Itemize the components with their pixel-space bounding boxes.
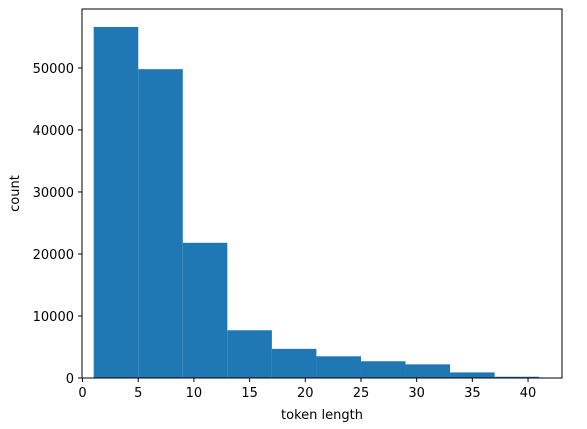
- y-tick-label: 20000: [33, 248, 74, 263]
- y-tick-label: 50000: [33, 62, 74, 77]
- histogram-bar-8: [450, 372, 495, 378]
- x-tick-label: 35: [464, 386, 481, 401]
- x-tick-label: 25: [353, 386, 370, 401]
- x-tick-label: 30: [408, 386, 425, 401]
- y-tick-label: 30000: [33, 186, 74, 201]
- y-tick-label: 10000: [33, 310, 74, 325]
- histogram-bar-5: [316, 356, 361, 378]
- x-axis-label: token length: [281, 408, 363, 423]
- x-tick-label: 10: [186, 386, 203, 401]
- plot-frame: [81, 8, 563, 379]
- histogram-bar-1: [138, 69, 183, 378]
- x-axis-ticks: 0 5 10 15 20 25 30 35 40: [78, 378, 536, 401]
- histogram-bar-0: [93, 26, 139, 379]
- x-tick-label: 15: [241, 386, 258, 401]
- histogram-bar-6: [360, 361, 406, 378]
- histogram-bar-2: [182, 242, 228, 378]
- y-axis-ticks: 0 10000 20000 30000 40000 50000: [33, 62, 82, 387]
- x-tick-label: 0: [78, 386, 86, 401]
- histogram-bar-7: [405, 364, 451, 378]
- y-tick-label: 40000: [33, 124, 74, 139]
- histogram-bar-4: [271, 348, 317, 378]
- x-tick-label: 20: [297, 386, 314, 401]
- y-axis-label: count: [8, 175, 23, 212]
- bars-group: [93, 26, 540, 379]
- histogram-bar-9: [494, 376, 540, 378]
- histogram-bar-3: [227, 330, 272, 378]
- x-tick-label: 5: [134, 386, 142, 401]
- y-tick-label: 0: [66, 372, 74, 387]
- x-tick-label: 40: [520, 386, 537, 401]
